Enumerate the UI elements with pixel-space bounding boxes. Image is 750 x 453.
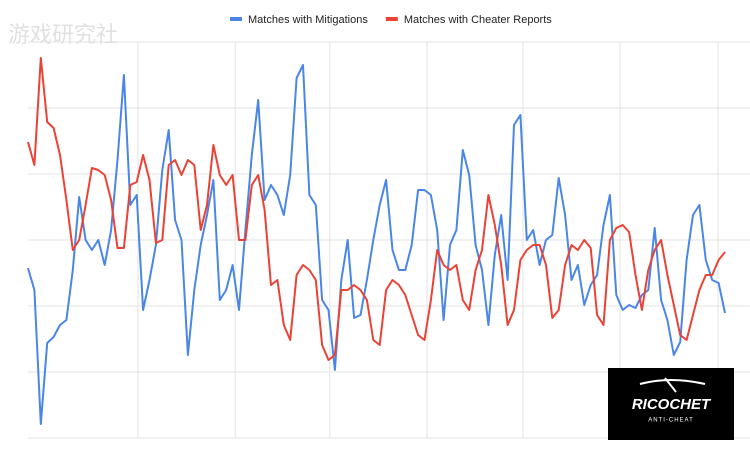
legend-swatch <box>385 17 398 21</box>
watermark: 游戏研究社 <box>8 22 118 47</box>
series-line <box>27 64 726 425</box>
logo: RICOCHET ANTI-CHEAT <box>608 368 734 440</box>
legend-swatch <box>230 17 242 21</box>
logo-icon <box>639 377 706 393</box>
plot <box>27 57 726 425</box>
legend-label: Matches with Mitigations <box>248 14 368 26</box>
legend-label: Matches with Cheater Reports <box>404 14 552 26</box>
legend: Matches with Mitigations Matches with Che… <box>230 14 552 26</box>
series-line <box>27 57 726 361</box>
logo-title: RICOCHET <box>632 396 712 413</box>
logo-subtitle: ANTI-CHEAT <box>648 418 694 424</box>
